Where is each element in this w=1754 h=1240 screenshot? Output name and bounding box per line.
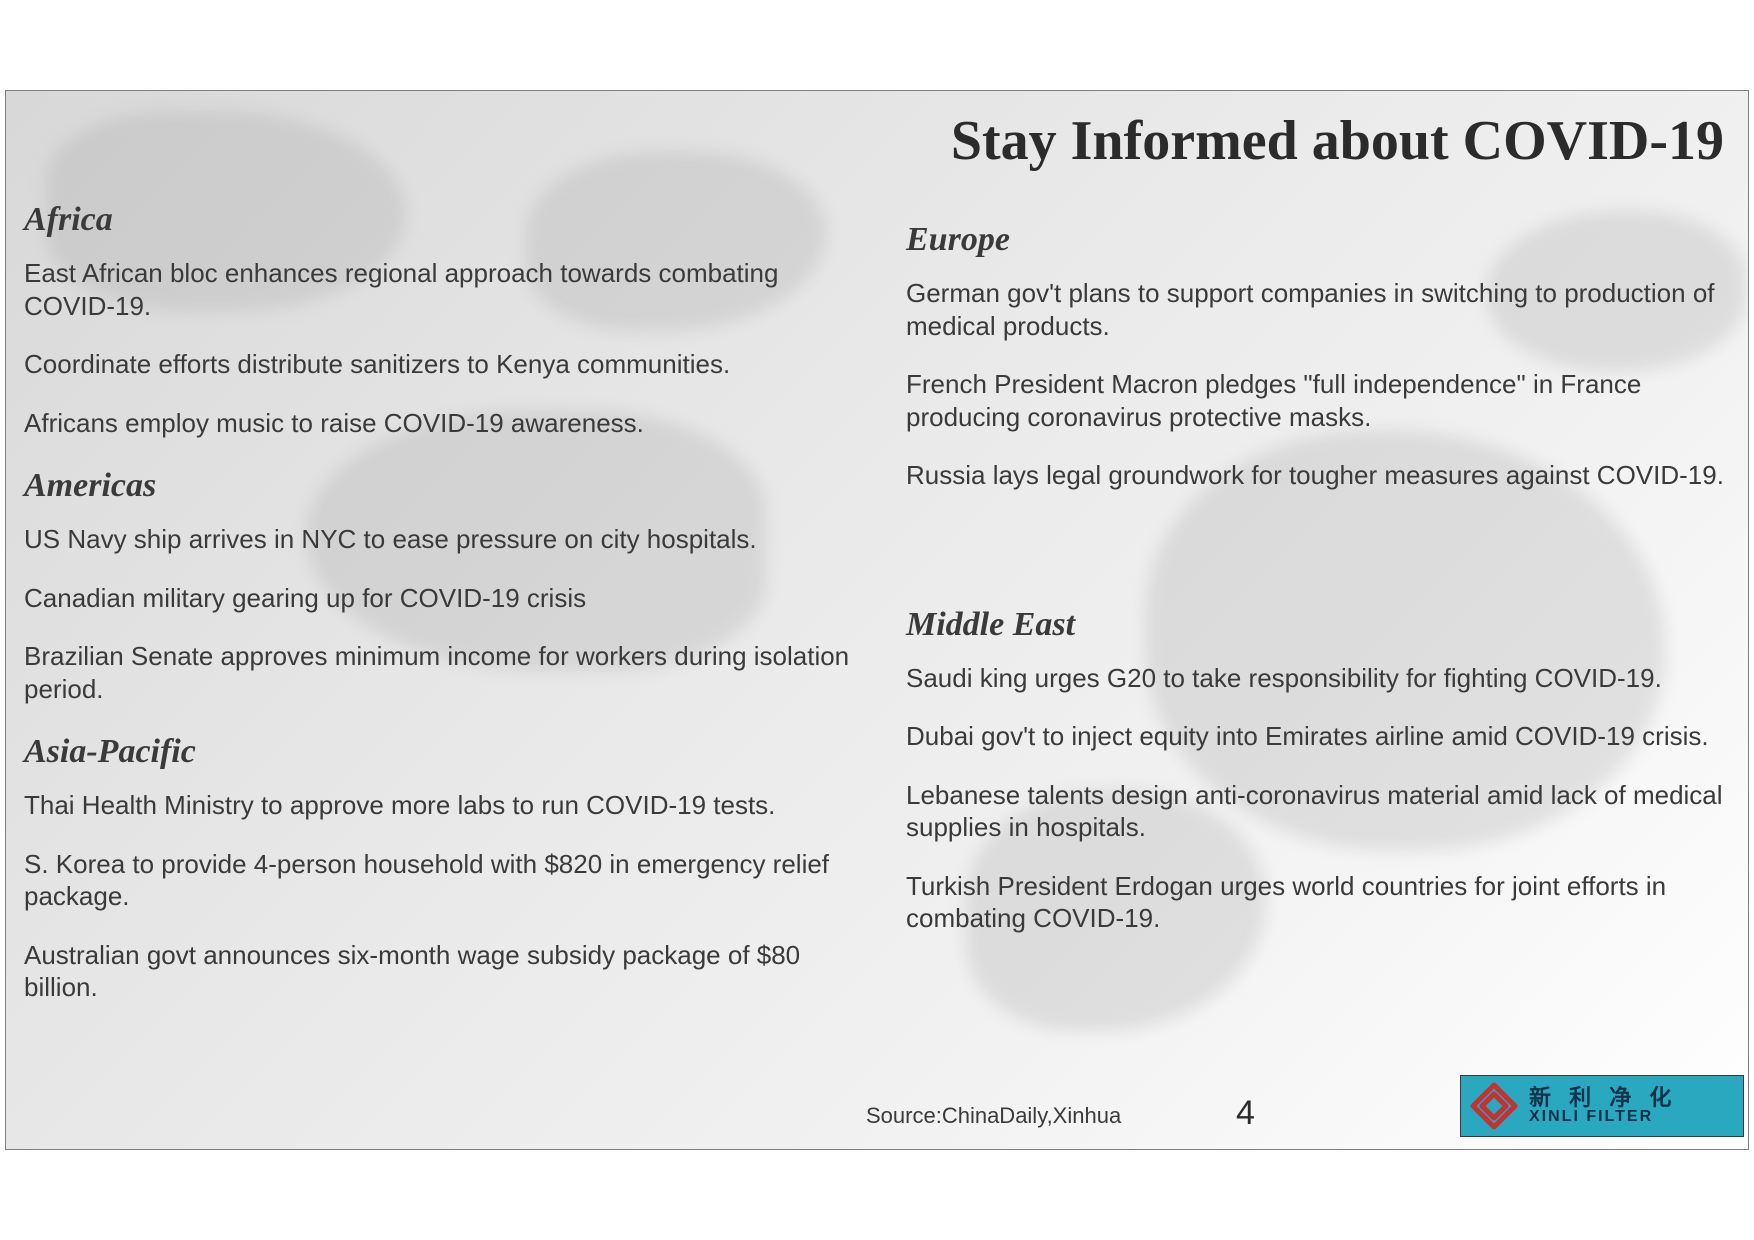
- news-item: Thai Health Ministry to approve more lab…: [24, 789, 854, 822]
- brand-text: 新 利 净 化 XINLI FILTER: [1529, 1086, 1677, 1126]
- news-item: Australian govt announces six-month wage…: [24, 939, 854, 1004]
- news-item: German gov't plans to support companies …: [906, 277, 1736, 342]
- source-label: Source:ChinaDaily,Xinhua: [866, 1103, 1121, 1129]
- news-item: Africans employ music to raise COVID-19 …: [24, 407, 854, 440]
- spacer: [906, 518, 1746, 578]
- slide-page: Stay Informed about COVID-19 Africa East …: [5, 90, 1749, 1150]
- left-column: Africa East African bloc enhances regiona…: [24, 201, 864, 1030]
- news-item: Russia lays legal groundwork for tougher…: [906, 459, 1736, 492]
- news-item: Lebanese talents design anti-coronavirus…: [906, 779, 1736, 844]
- brand-name-cn: 新 利 净 化: [1529, 1086, 1677, 1109]
- page-number: 4: [1236, 1094, 1255, 1133]
- news-item: S. Korea to provide 4-person household w…: [24, 848, 854, 913]
- news-item: US Navy ship arrives in NYC to ease pres…: [24, 523, 854, 556]
- news-item: Coordinate efforts distribute sanitizers…: [24, 348, 854, 381]
- news-item: French President Macron pledges "full in…: [906, 368, 1736, 433]
- news-item: Turkish President Erdogan urges world co…: [906, 870, 1736, 935]
- news-item: Canadian military gearing up for COVID-1…: [24, 582, 854, 615]
- region-heading: Middle East: [906, 606, 1746, 644]
- region-heading: Africa: [24, 201, 864, 239]
- region-heading: Asia-Pacific: [24, 733, 864, 771]
- page-title: Stay Informed about COVID-19: [951, 109, 1724, 173]
- brand-name-en: XINLI FILTER: [1529, 1109, 1677, 1126]
- news-item: Dubai gov't to inject equity into Emirat…: [906, 720, 1736, 753]
- news-item: Saudi king urges G20 to take responsibil…: [906, 662, 1736, 695]
- footer: Source:ChinaDaily,Xinhua 4 新 利 净 化 XINLI…: [6, 1071, 1748, 1141]
- news-item: Brazilian Senate approves minimum income…: [24, 640, 854, 705]
- region-heading: Europe: [906, 221, 1746, 259]
- right-column: Europe German gov't plans to support comp…: [906, 221, 1746, 961]
- brand-badge: 新 利 净 化 XINLI FILTER: [1460, 1075, 1744, 1137]
- news-item: East African bloc enhances regional appr…: [24, 257, 854, 322]
- brand-logo-icon: [1469, 1081, 1519, 1131]
- region-heading: Americas: [24, 467, 864, 505]
